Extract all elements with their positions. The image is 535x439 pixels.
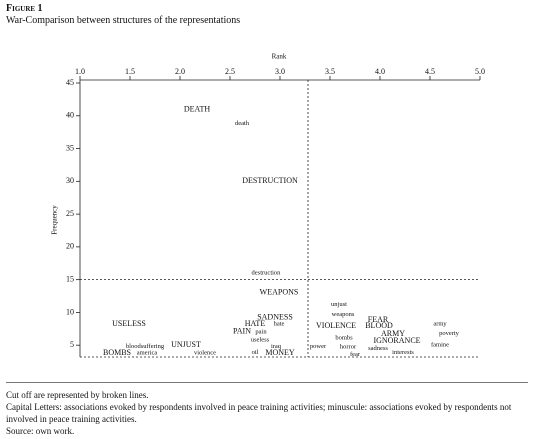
word-point: destruction [252, 270, 282, 277]
y-tick-label: 20 [66, 242, 74, 251]
chart-title: War-Comparison between structures of the… [6, 15, 241, 26]
word-point: ARMY [381, 329, 405, 338]
x-tick-label: 1.0 [75, 67, 85, 76]
x-tick-label: 3.0 [275, 67, 285, 76]
y-tick-label: 30 [66, 176, 74, 185]
y-tick-label: 45 [66, 78, 74, 87]
word-point: sadness [368, 345, 388, 352]
word-point: interests [392, 349, 414, 356]
x-tick-label: 4.0 [375, 67, 385, 76]
word-point: fear [350, 351, 361, 358]
word-point: SADNESS [257, 312, 293, 321]
y-tick-label: 35 [66, 143, 74, 152]
x-tick-label: 2.0 [175, 67, 185, 76]
x-tick-label: 5.0 [475, 67, 485, 76]
y-tick-label: 10 [66, 307, 74, 316]
notes: Cut off are represented by broken lines.… [6, 382, 528, 437]
word-point: horror [340, 344, 357, 351]
word-point: poverty [439, 330, 460, 337]
word-point: iraq [271, 343, 282, 350]
word-point: IGNORANCE [373, 336, 420, 345]
word-point: bombs [335, 334, 353, 341]
word-point: PAIN [233, 326, 251, 335]
y-tick-label: 5 [70, 340, 74, 349]
word-point: america [137, 350, 158, 357]
note: Cut off are represented by broken lines. [6, 390, 149, 400]
figure-label: Figure 1 [6, 3, 43, 14]
word-point: pain [255, 329, 267, 336]
y-tick-label: 25 [66, 209, 74, 218]
y-tick-label: 40 [66, 111, 74, 120]
chart: Rank Frequency 1.0 1.5 2.0 2.5 3.0 3.5 4.0 4.5 5… [51, 53, 485, 358]
word-point: oil [252, 349, 259, 356]
word-point: FEAR [368, 315, 389, 324]
word-point: DESTRUCTION [242, 176, 298, 185]
word-point: MONEY [265, 348, 295, 357]
note: Source: own work. [6, 426, 75, 436]
word-point: USELESS [112, 319, 146, 328]
word-point: army [433, 321, 447, 328]
header: Figure 1 War-Comparison between structur… [6, 3, 240, 27]
word-point: weapons [332, 311, 355, 318]
word-point: VIOLENCE [316, 321, 356, 330]
y-axis-label: Frequency [51, 205, 59, 235]
y-tick-label: 15 [66, 274, 74, 283]
x-tick-label: 4.5 [425, 67, 435, 76]
word-point: power [310, 343, 327, 350]
word-point: HATE [245, 319, 266, 328]
word-point: useless [251, 336, 270, 343]
word-point: WEAPONS [260, 288, 299, 297]
word-point: BLOOD [365, 321, 393, 330]
word-point: hate [274, 321, 285, 328]
word-point: DEATH [184, 105, 210, 114]
word-point: bloodsuffering [126, 343, 165, 350]
x-tick-label: 2.5 [225, 67, 235, 76]
word-point: UNJUST [171, 340, 201, 349]
word-point: violence [194, 350, 216, 357]
word-point: BOMBS [103, 348, 131, 357]
word-point: famine [431, 342, 449, 349]
word-point: unjust [331, 301, 347, 308]
x-axis-label: Rank [272, 53, 287, 61]
x-tick-label: 3.5 [325, 67, 335, 76]
word-point: death [235, 120, 250, 127]
x-tick-label: 1.5 [125, 67, 135, 76]
note: Capital Letters: associations evoked by … [6, 402, 512, 424]
